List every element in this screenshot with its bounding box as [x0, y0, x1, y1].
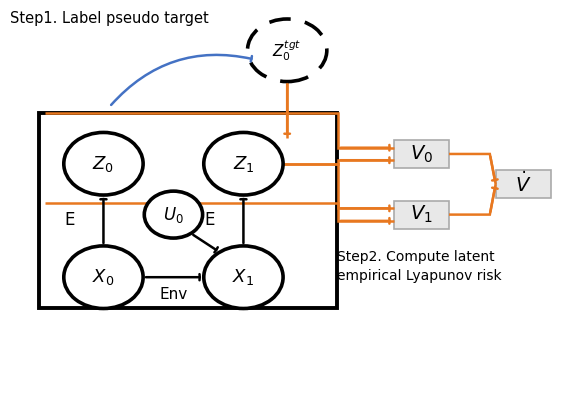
Bar [39, 113, 337, 309]
Ellipse shape [247, 19, 327, 82]
Ellipse shape [204, 246, 283, 309]
Ellipse shape [144, 191, 203, 238]
Text: Step1. Label pseudo target: Step1. Label pseudo target [10, 11, 209, 26]
Text: $\dot{V}$: $\dot{V}$ [515, 172, 532, 196]
Text: Step2. Compute latent
empirical Lyapunov risk: Step2. Compute latent empirical Lyapunov… [337, 250, 502, 283]
Ellipse shape [64, 246, 143, 309]
Ellipse shape [204, 132, 283, 195]
Text: $V_1$: $V_1$ [410, 204, 432, 225]
Text: $Z_0^{tgt}$: $Z_0^{tgt}$ [272, 38, 302, 63]
Text: $X_0$: $X_0$ [93, 267, 115, 287]
Text: E: E [205, 212, 215, 229]
Text: $Z_1$: $Z_1$ [233, 154, 254, 174]
Text: E: E [64, 212, 75, 229]
Text: Env: Env [159, 286, 188, 301]
Bar [394, 140, 449, 168]
Ellipse shape [64, 132, 143, 195]
Bar [394, 201, 449, 229]
Text: $Z_0$: $Z_0$ [93, 154, 114, 174]
Text: $V_0$: $V_0$ [410, 143, 433, 165]
Bar [496, 170, 551, 198]
Text: $U_0$: $U_0$ [163, 204, 184, 225]
Text: $X_1$: $X_1$ [233, 267, 254, 287]
